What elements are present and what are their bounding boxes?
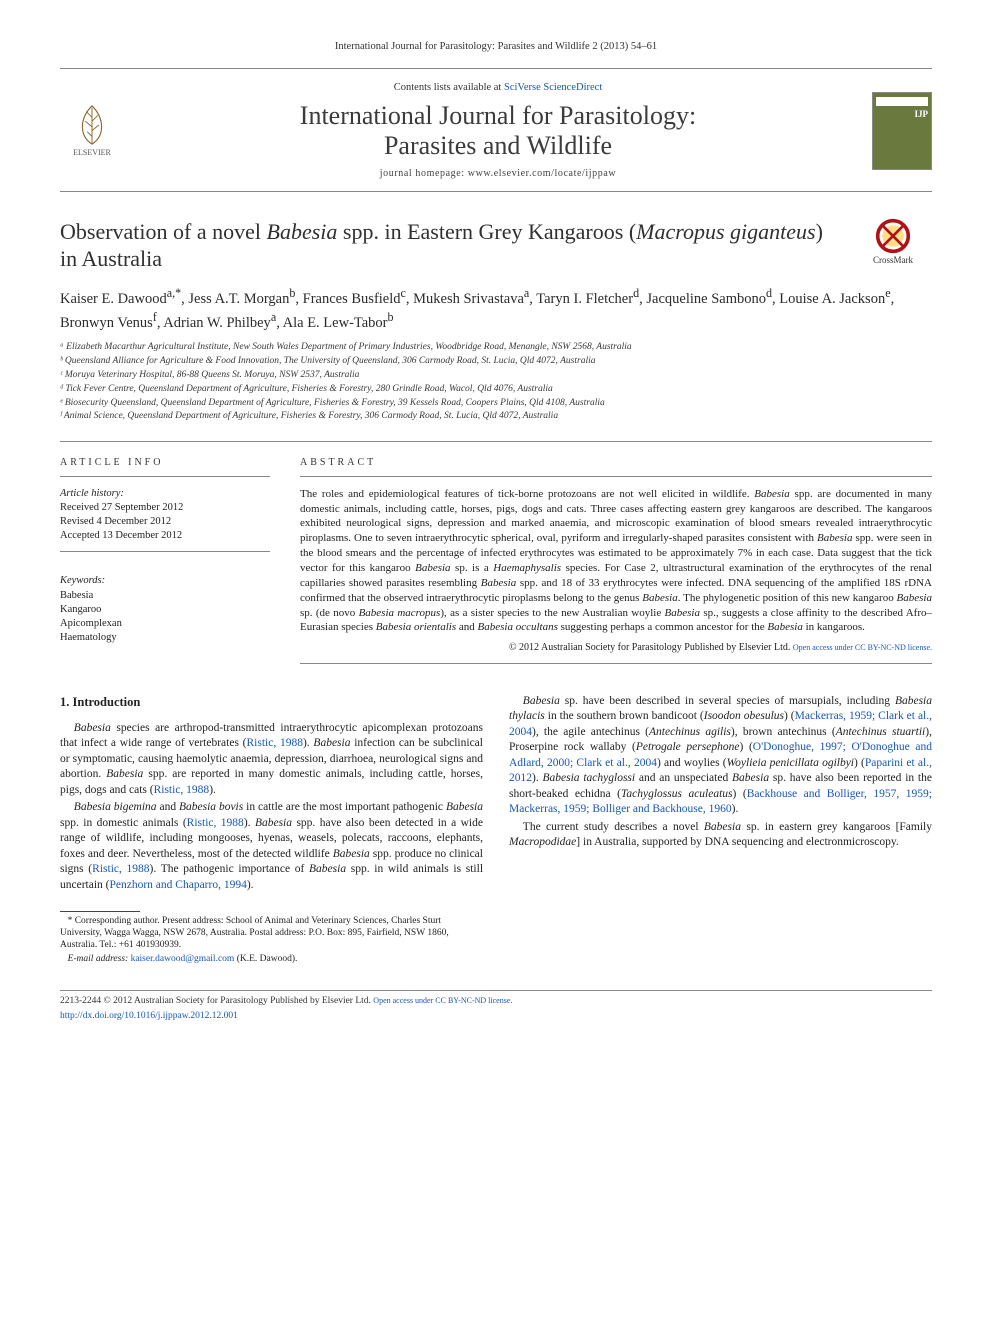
intro-p2: Babesia bigemina and Babesia bovis in ca… bbox=[60, 800, 483, 893]
list-item: ᵇ Queensland Alliance for Agriculture & … bbox=[60, 355, 932, 368]
journal-name-line1: International Journal for Parasitology: bbox=[300, 101, 696, 130]
footer-cc-prefix: Open access under bbox=[373, 996, 435, 1005]
corr-email-line: E-mail address: kaiser.dawood@gmail.com … bbox=[60, 954, 483, 966]
journal-cover-thumb: IJP bbox=[872, 92, 932, 170]
homepage-prefix: journal homepage: bbox=[380, 168, 468, 179]
footer-cc-link[interactable]: CC BY-NC-ND license. bbox=[435, 996, 512, 1005]
corresponding-footnote: * Corresponding author. Present address:… bbox=[60, 916, 483, 966]
history-label: Article history: bbox=[60, 487, 270, 501]
contents-line: Contents lists available at SciVerse Sci… bbox=[142, 81, 854, 95]
title-row: Observation of a novel Babesia spp. in E… bbox=[60, 218, 932, 273]
history-accepted: Accepted 13 December 2012 bbox=[60, 529, 270, 543]
abstract-copyright: © 2012 Australian Society for Parasitolo… bbox=[300, 641, 932, 655]
publisher-label: ELSEVIER bbox=[73, 148, 111, 159]
page-footer: 2213-2244 © 2012 Australian Society for … bbox=[60, 990, 932, 1023]
title-ital2: Macropus giganteus bbox=[636, 219, 815, 244]
title-ital1: Babesia bbox=[267, 219, 338, 244]
issn-line: 2213-2244 © 2012 Australian Society for … bbox=[60, 996, 371, 1006]
crossmark-label: CrossMark bbox=[873, 254, 913, 266]
rule-after-abstract bbox=[300, 663, 932, 664]
elsevier-logo: ELSEVIER bbox=[60, 95, 124, 167]
title-pre: Observation of a novel bbox=[60, 219, 267, 244]
email-who: (K.E. Dawood). bbox=[237, 954, 298, 964]
corr-email-link[interactable]: kaiser.dawood@gmail.com bbox=[131, 954, 235, 964]
footnote-rule bbox=[60, 911, 140, 912]
homepage-url: www.elsevier.com/locate/ijppaw bbox=[468, 168, 616, 179]
history-revised: Revised 4 December 2012 bbox=[60, 515, 270, 529]
authors: Kaiser E. Dawooda,*, Jess A.T. Morganb, … bbox=[60, 285, 932, 334]
heading-introduction: 1. Introduction bbox=[60, 694, 483, 711]
list-item: ᵃ Elizabeth Macarthur Agricultural Insti… bbox=[60, 341, 932, 354]
abstract-text: The roles and epidemiological features o… bbox=[300, 487, 932, 635]
homepage-line: journal homepage: www.elsevier.com/locat… bbox=[142, 167, 854, 181]
list-item: Haematology bbox=[60, 631, 270, 645]
list-item: ᵈ Tick Fever Centre, Queensland Departme… bbox=[60, 383, 932, 396]
info-abstract-row: ARTICLE INFO Article history: Received 2… bbox=[60, 441, 932, 663]
title-mid: spp. in Eastern Grey Kangaroos ( bbox=[337, 219, 636, 244]
list-item: ᵉ Biosecurity Queensland, Queensland Dep… bbox=[60, 397, 932, 410]
crossmark-badge[interactable]: CrossMark bbox=[854, 218, 932, 266]
keywords-label: Keywords: bbox=[60, 574, 270, 588]
cover-ijp-label: IJP bbox=[876, 108, 928, 120]
article-info: ARTICLE INFO Article history: Received 2… bbox=[60, 442, 270, 663]
history-received: Received 27 September 2012 bbox=[60, 501, 270, 515]
corr-author-text: * Corresponding author. Present address:… bbox=[60, 916, 483, 952]
list-item: ᶠ Animal Science, Queensland Department … bbox=[60, 410, 932, 423]
journal-name-line2: Parasites and Wildlife bbox=[384, 131, 612, 160]
copyright-text: © 2012 Australian Society for Parasitolo… bbox=[509, 642, 790, 653]
affiliations: ᵃ Elizabeth Macarthur Agricultural Insti… bbox=[60, 341, 932, 423]
cc-prefix: Open access under bbox=[793, 643, 855, 652]
keywords-list: BabesiaKangarooApicomplexanHaematology bbox=[60, 589, 270, 646]
intro-p3: Babesia sp. have been described in sever… bbox=[509, 694, 932, 818]
crossmark-icon bbox=[875, 218, 911, 254]
list-item: ᶜ Moruya Veterinary Hospital, 86-88 Quee… bbox=[60, 369, 932, 382]
abstract: ABSTRACT The roles and epidemiological f… bbox=[300, 442, 932, 663]
intro-p1: Babesia species are arthropod-transmitte… bbox=[60, 721, 483, 799]
masthead: ELSEVIER Contents lists available at Sci… bbox=[60, 69, 932, 190]
journal-name: International Journal for Parasitology: … bbox=[142, 101, 854, 161]
masthead-center: Contents lists available at SciVerse Sci… bbox=[142, 81, 854, 180]
article-info-head: ARTICLE INFO bbox=[60, 456, 270, 477]
doi-line: http://dx.doi.org/10.1016/j.ijppaw.2012.… bbox=[60, 1010, 932, 1023]
list-item: Babesia bbox=[60, 589, 270, 603]
cc-license-link[interactable]: CC BY-NC-ND license. bbox=[855, 643, 932, 652]
tree-icon bbox=[69, 102, 115, 148]
article-body: 1. Introduction Babesia species are arth… bbox=[60, 694, 932, 968]
list-item: Kangaroo bbox=[60, 603, 270, 617]
cover-top-strip bbox=[876, 97, 928, 106]
doi-link[interactable]: http://dx.doi.org/10.1016/j.ijppaw.2012.… bbox=[60, 1011, 238, 1021]
email-label: E-mail address: bbox=[68, 954, 129, 964]
article-title: Observation of a novel Babesia spp. in E… bbox=[60, 218, 838, 273]
intro-p4: The current study describes a novel Babe… bbox=[509, 820, 932, 851]
rule-under-masthead bbox=[60, 191, 932, 192]
sciencedirect-link[interactable]: SciVerse ScienceDirect bbox=[504, 82, 602, 93]
abstract-head: ABSTRACT bbox=[300, 456, 932, 477]
contents-prefix: Contents lists available at bbox=[394, 82, 504, 93]
running-citation: International Journal for Parasitology: … bbox=[60, 40, 932, 54]
rule-after-history bbox=[60, 551, 270, 552]
list-item: Apicomplexan bbox=[60, 617, 270, 631]
